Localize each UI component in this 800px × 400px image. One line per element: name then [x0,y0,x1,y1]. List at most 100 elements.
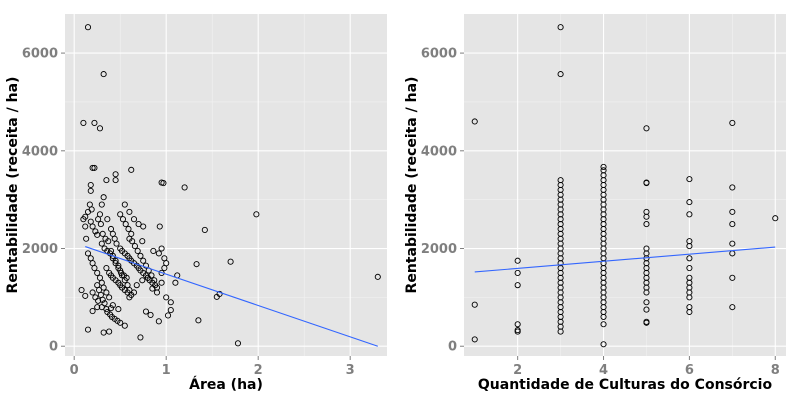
crops-data-point [643,299,650,306]
area-data-point [115,306,122,313]
area-data-point [91,119,98,127]
area-data-point [83,235,90,242]
crops-plot-background [464,14,786,356]
area-data-point [89,308,96,315]
area-data-point [80,119,87,127]
crops-data-point [643,213,650,220]
crops-data-point [686,308,693,316]
area-data-point [139,277,146,284]
area-data-point [100,71,107,78]
area-data-point [103,177,110,184]
area-data-point [142,262,150,269]
area-x-tick-label: 3 [346,363,355,378]
crops-data-point [729,184,736,191]
area-data-point [158,245,165,252]
area-data-point [112,260,119,267]
crops-data-point [600,163,607,170]
area-data-point [121,322,128,329]
area-plot-background [65,14,387,356]
area-data-point [92,228,99,235]
area-data-point [156,223,163,230]
area-data-point [150,247,157,255]
area-data-point [87,181,94,189]
area-data-point [97,221,104,228]
area-data-point [253,211,260,218]
crops-data-point [514,321,521,328]
crops-y-tick-label: 6000 [421,47,457,62]
area-data-point [137,334,144,341]
area-data-point [89,164,96,171]
crops-y-tick-label: 2000 [421,242,457,257]
area-data-point [151,277,158,284]
area-y-tick-label: 6000 [22,47,58,62]
crops-data-point [686,176,693,183]
crops-data-point [514,269,521,276]
area-data-point [130,216,138,223]
crops-data-point [471,336,478,343]
area-data-point [128,230,135,237]
area-data-point [107,250,114,257]
crops-x-tick-label: 8 [771,363,780,378]
crops-data-point [514,328,521,335]
area-data-point [158,279,165,286]
crops-x-tick-label: 6 [685,363,694,378]
area-data-point [82,292,89,299]
crops-scatter-panel: 2 4 6 8 0 2000 4000 6000 Quantidade de Culturas … [404,14,786,393]
crops-x-axis-title: Quantidade de Culturas do Consórcio [478,377,773,393]
area-data-point [113,240,120,247]
area-data-point [104,216,111,223]
area-data-point [103,306,110,313]
area-data-point [140,257,147,264]
area-data-point [128,166,135,173]
area-data-point [121,201,128,208]
area-data-point [89,223,96,230]
area-data-point [100,194,107,201]
area-data-point [155,318,162,325]
area-x-tick-label: 2 [254,363,263,378]
crops-data-point [600,313,607,320]
area-x-axis-title: Área (ha) [189,376,263,393]
crops-data-point [471,118,478,125]
crops-trend-line [474,246,776,273]
area-data-point [99,296,106,303]
area-data-point [126,208,133,215]
area-data-point [137,252,144,259]
area-data-point [193,261,200,268]
area-data-point [148,272,155,279]
crops-data-point [557,24,564,31]
area-data-point [234,340,242,347]
area-data-point [101,300,108,307]
crops-data-point [514,282,521,289]
crops-data-point [643,319,650,326]
area-data-point [119,216,127,223]
crops-data-point [471,301,478,308]
area-data-point [106,294,113,301]
crops-y-tick-label: 4000 [421,144,457,159]
area-data-point [84,326,92,333]
crops-data-point [643,289,650,296]
area-data-point [112,171,119,178]
area-data-point [134,247,141,255]
area-data-point [123,274,130,281]
area-data-point [80,216,87,223]
area-data-point [164,312,172,319]
area-x-tick-label: 1 [162,363,171,378]
area-data-point [167,299,174,306]
crops-data-point [600,321,607,328]
area-data-point [133,282,140,289]
area-data-point [227,258,234,265]
area-data-point [98,240,105,247]
area-y-axis-title: Rentabilidade (receita / ha) [5,77,21,294]
crops-data-point [686,255,693,262]
area-data-point [94,269,101,276]
area-data-point [84,250,92,257]
area-data-point [139,238,146,245]
crops-data-point [514,257,521,264]
area-data-point [122,221,129,228]
crops-data-point [643,306,650,313]
crops-data-point [772,215,779,222]
area-data-point [109,302,116,309]
area-data-point [374,273,381,280]
area-data-point [129,238,136,245]
